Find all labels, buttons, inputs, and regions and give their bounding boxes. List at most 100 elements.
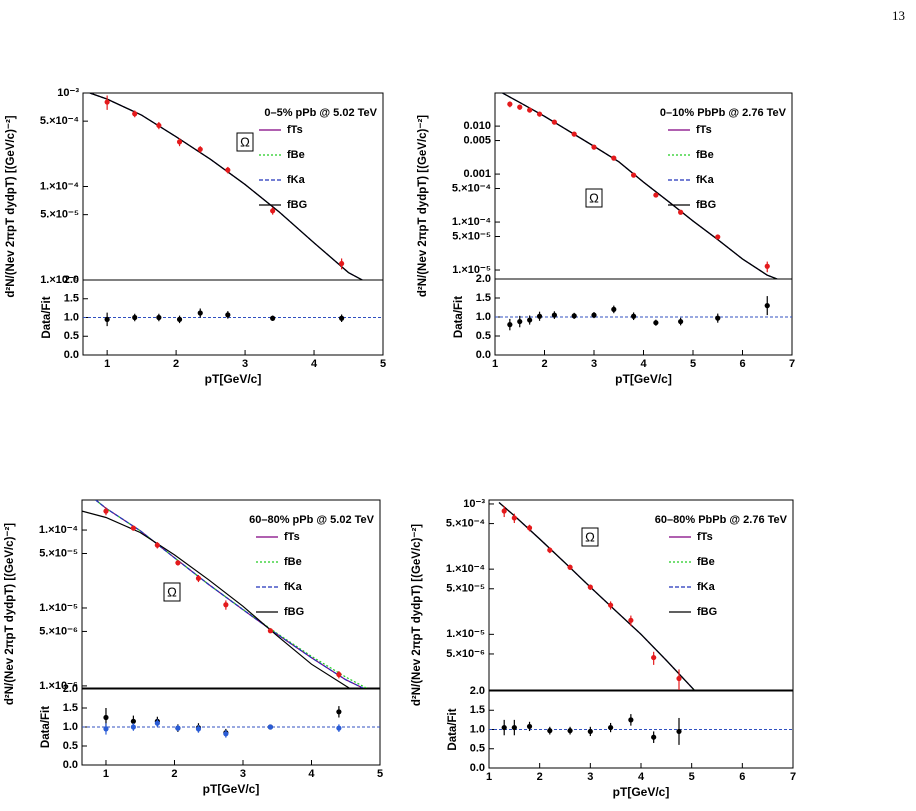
y-tick-label: 10⁻³ (57, 87, 79, 99)
x-tick-label: 2 (171, 768, 177, 780)
annotation: Ω (589, 190, 599, 205)
data-point (339, 315, 345, 321)
y-tick-label: 2.0 (63, 683, 78, 695)
x-tick-label: 3 (591, 358, 597, 370)
annotation-box (585, 188, 603, 208)
data-point (103, 726, 109, 732)
x-tick-label: 5 (689, 771, 695, 783)
data-point (176, 139, 183, 145)
data-point (176, 316, 183, 322)
annotation: Ω (240, 134, 250, 149)
x-tick-label: 6 (739, 358, 745, 370)
data-point (536, 111, 543, 117)
x-tick-label: 4 (638, 771, 645, 783)
y-axis-label: d²N/(Nev 2πpT dydpT) [(GeV/c)⁻²] (411, 524, 423, 706)
legend-label: fBe (696, 149, 714, 161)
legend-title: 0–10% PbPb @ 2.76 TeV (660, 107, 787, 119)
legend-label: fKa (697, 581, 716, 593)
y-tick-label: 1.5 (64, 293, 79, 305)
data-point (103, 714, 109, 721)
x-axis-label: pT[GeV/c] (613, 785, 670, 799)
data-point (526, 723, 533, 730)
x-tick-label: 4 (640, 358, 647, 370)
fit-curve (502, 93, 778, 279)
plot-frame (488, 499, 794, 691)
x-tick-label: 4 (308, 768, 315, 780)
y-tick-label: 1.0 (470, 723, 485, 735)
legend-title: 60–80% PbPb @ 2.76 TeV (655, 514, 788, 526)
y-tick-label: 1.×10⁻⁴ (452, 216, 491, 228)
y-tick-label: 1.5 (63, 702, 78, 714)
data-point (223, 602, 229, 608)
x-tick-label: 4 (311, 358, 318, 370)
y-tick-label: 2.0 (64, 274, 79, 286)
data-point (608, 724, 614, 731)
data-point (336, 671, 342, 678)
x-tick-label: 1 (103, 768, 109, 780)
data-point (195, 726, 202, 732)
data-point (270, 315, 276, 321)
fit-curve (95, 500, 364, 688)
legend-label: fTs (697, 531, 713, 543)
x-tick-label: 2 (173, 358, 179, 370)
y-tick-label: 1.×10⁻⁴ (40, 180, 79, 192)
x-tick-label: 2 (541, 358, 547, 370)
data-point (631, 313, 637, 319)
data-point (551, 312, 558, 318)
plot-frame (494, 92, 793, 280)
data-point (197, 310, 203, 316)
y-tick-label: 5.×10⁻⁵ (446, 583, 485, 595)
plot-area (498, 502, 695, 690)
data-point (104, 316, 110, 322)
data-point (104, 99, 110, 105)
annotation: Ω (585, 529, 595, 544)
y-tick-label: 0.001 (463, 168, 491, 180)
data-point (676, 675, 682, 682)
y-tick-label: 5.×10⁻⁵ (39, 547, 78, 559)
fit-curve (89, 93, 363, 280)
x-tick-label: 1 (492, 358, 498, 370)
y-tick-label: 5.×10⁻⁶ (39, 625, 78, 637)
x-tick-label: 3 (240, 768, 246, 780)
data-point (547, 728, 553, 734)
fit-curve (498, 502, 695, 690)
y-tick-label: 1.×10⁻⁶ (39, 680, 78, 692)
legend-label: fBG (697, 606, 717, 618)
data-point (676, 728, 682, 735)
data-point (507, 101, 513, 107)
x-tick-label: 5 (377, 768, 383, 780)
y-tick-label: 2.0 (470, 685, 485, 697)
x-tick-label: 6 (739, 771, 745, 783)
data-point (154, 542, 160, 548)
data-point (551, 119, 558, 125)
y-tick-label: 5.×10⁻⁶ (446, 648, 485, 660)
annotation: Ω (167, 584, 177, 599)
data-point (547, 547, 553, 553)
data-point (567, 728, 573, 734)
data-point (156, 314, 162, 321)
data-point (517, 318, 523, 325)
data-point (571, 131, 577, 137)
x-tick-label: 3 (242, 358, 248, 370)
data-point (175, 725, 181, 731)
data-point (611, 155, 617, 161)
legend-title: 0–5% pPb @ 5.02 TeV (264, 107, 377, 119)
data-point (511, 515, 517, 521)
fit-curve (89, 93, 363, 280)
data-point (267, 628, 273, 634)
data-point (339, 260, 345, 267)
data-point (591, 312, 597, 318)
y-tick-label: 5.×10⁻⁵ (40, 209, 79, 221)
y-tick-label: 0.010 (463, 120, 491, 132)
legend-label: fBe (284, 556, 302, 568)
data-point (517, 104, 523, 110)
plot-frame (81, 499, 381, 689)
fit-curve (82, 510, 350, 688)
y-tick-label: 1.5 (470, 704, 485, 716)
y-tick-label: 1.5 (476, 292, 491, 304)
y-tick-label: 1.×10⁻⁵ (40, 274, 79, 286)
x-tick-label: 3 (587, 771, 593, 783)
x-tick-label: 7 (790, 771, 796, 783)
fit-curve (89, 93, 363, 280)
